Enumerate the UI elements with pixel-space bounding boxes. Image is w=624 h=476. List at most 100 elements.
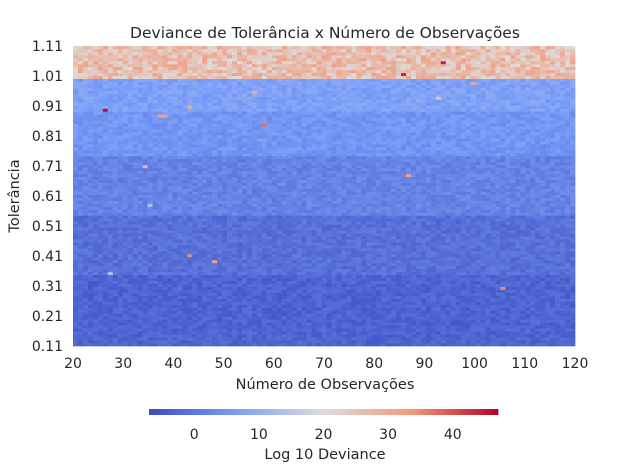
heatmap-cell	[560, 218, 566, 222]
heatmap-cell	[202, 334, 208, 338]
heatmap-cell	[560, 236, 566, 240]
heatmap-cell	[560, 322, 566, 326]
heatmap-cell	[286, 316, 293, 320]
heatmap-cell	[222, 286, 228, 290]
heatmap-cell	[480, 245, 486, 249]
heatmap-cell	[82, 227, 89, 231]
heatmap-cell	[460, 247, 466, 252]
heatmap-cell	[366, 325, 372, 329]
heatmap-cell	[555, 221, 561, 225]
heatmap-cell	[142, 215, 148, 219]
heatmap-cell	[291, 206, 298, 210]
heatmap-cell	[241, 268, 248, 273]
heatmap-cell	[530, 245, 536, 249]
heatmap-cell	[122, 313, 129, 317]
heatmap-cell	[212, 340, 218, 344]
heatmap-cell	[515, 307, 521, 311]
heatmap-cell	[351, 331, 357, 335]
heatmap-cell	[256, 316, 263, 320]
heatmap-cell	[87, 218, 94, 222]
heatmap-cell	[73, 310, 79, 314]
heatmap-cell	[500, 218, 506, 222]
heatmap-cell	[237, 250, 243, 255]
heatmap-cell	[227, 307, 233, 311]
heatmap-cell	[97, 334, 104, 338]
heatmap-cell	[430, 221, 437, 225]
heatmap-cell	[92, 224, 99, 228]
heatmap-cell	[331, 277, 337, 281]
heatmap-cell	[132, 286, 138, 290]
heatmap-cell	[356, 292, 362, 296]
heatmap-cell	[137, 221, 143, 225]
heatmap-cell	[520, 298, 526, 302]
heatmap-cell	[316, 268, 322, 273]
heatmap-cell	[207, 218, 213, 222]
heatmap-cell	[237, 277, 243, 281]
heatmap-cell	[455, 277, 462, 281]
heatmap-cell	[212, 253, 218, 258]
heatmap-cell	[485, 286, 491, 290]
heatmap-cell	[371, 280, 377, 284]
heatmap-cell	[286, 218, 293, 222]
heatmap-cell	[460, 253, 466, 258]
heatmap-cell	[132, 340, 138, 344]
heatmap-cell	[331, 247, 337, 252]
heatmap-cell	[316, 265, 322, 270]
heatmap-cell	[525, 316, 531, 320]
heatmap-cell	[351, 286, 357, 290]
heatmap-cell	[256, 301, 263, 305]
heatmap-cell	[565, 340, 571, 344]
heatmap-cell	[565, 337, 571, 341]
heatmap-cell	[420, 236, 427, 240]
heatmap-cell	[386, 298, 392, 302]
heatmap-cell	[336, 233, 342, 237]
heatmap-cell	[321, 325, 327, 329]
heatmap-cell	[187, 265, 193, 270]
heatmap-cell	[152, 343, 158, 347]
heatmap-cell	[97, 236, 104, 240]
heatmap-cell	[172, 334, 178, 338]
heatmap-cell	[137, 298, 143, 302]
heatmap-cell	[122, 224, 129, 228]
heatmap-cell	[550, 230, 556, 234]
heatmap-cell	[356, 236, 362, 240]
heatmap-cell	[555, 247, 561, 252]
heatmap-cell	[321, 334, 327, 338]
heatmap-cell	[142, 283, 148, 287]
heatmap-cell	[276, 253, 283, 258]
heatmap-cell	[232, 292, 238, 296]
heatmap-cell	[132, 236, 138, 240]
heatmap-cell	[425, 239, 432, 243]
heatmap-cell	[321, 233, 327, 237]
heatmap-cell	[107, 292, 114, 296]
heatmap-cell	[450, 313, 457, 317]
heatmap-cell	[97, 304, 104, 308]
heatmap-cell	[227, 253, 233, 258]
heatmap-cell	[480, 233, 486, 237]
heatmap-cell	[475, 203, 481, 207]
heatmap-cell	[401, 259, 407, 264]
heatmap-cell	[142, 319, 148, 323]
heatmap-cell	[565, 206, 571, 210]
heatmap-cell	[336, 200, 342, 204]
heatmap-cell	[82, 292, 89, 296]
heatmap-cell	[301, 316, 307, 320]
heatmap-cell	[172, 253, 178, 258]
heatmap-cell	[435, 209, 442, 213]
heatmap-cell	[540, 218, 546, 222]
heatmap-cell	[415, 224, 422, 228]
heatmap-cell	[545, 334, 551, 338]
heatmap-cell	[480, 268, 486, 273]
heatmap-cell	[157, 298, 163, 302]
heatmap-cell	[142, 256, 148, 261]
heatmap-cell	[167, 337, 173, 341]
heatmap-cell	[127, 304, 133, 308]
heatmap-cell	[246, 262, 253, 267]
heatmap-cell	[430, 203, 437, 207]
heatmap-cell	[485, 307, 491, 311]
heatmap-cell	[495, 277, 501, 281]
heatmap-cell	[296, 274, 302, 279]
heatmap-cell	[301, 292, 307, 296]
heatmap-cell	[495, 242, 501, 246]
heatmap-cell	[291, 268, 298, 273]
